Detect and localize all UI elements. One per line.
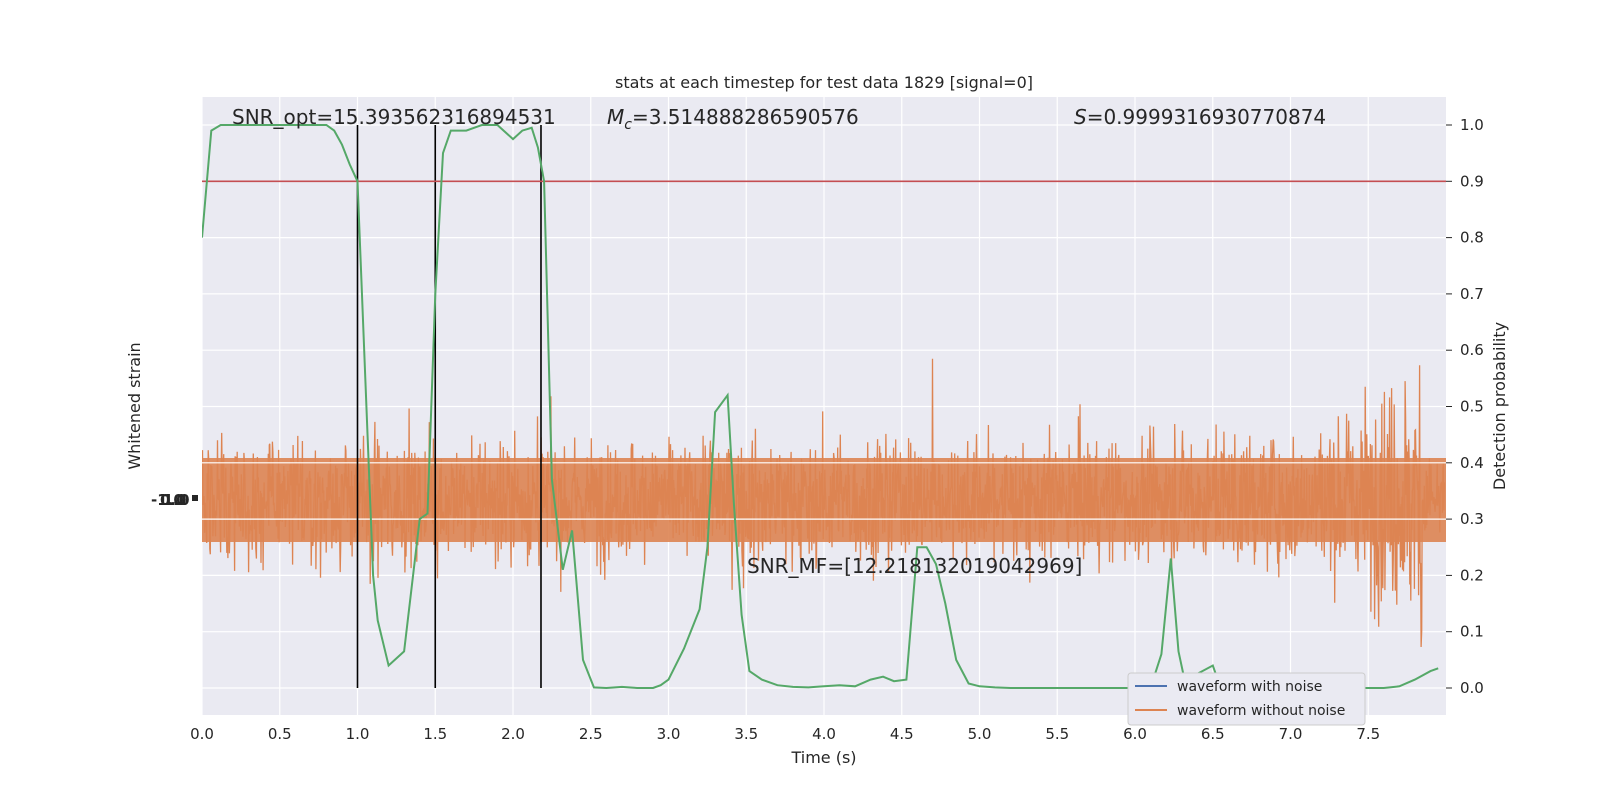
- detection-probability-path: [202, 124, 1439, 691]
- x-tick-label: 1.5: [423, 725, 447, 743]
- legend-box: [1127, 672, 1366, 726]
- x-tick-label: 7.5: [1356, 725, 1380, 743]
- left-tick-label-zero: 0.0: [160, 491, 187, 509]
- x-tick-label: 3.5: [734, 725, 758, 743]
- series-detection-probability: [202, 124, 1439, 691]
- annotation-chirp-mass: Mc=3.514888286590576: [607, 105, 859, 133]
- x-tick-label: 1.0: [346, 725, 370, 743]
- legend-label-without-noise: waveform without noise: [1177, 703, 1345, 719]
- x-tick-label: 0.0: [190, 725, 214, 743]
- x-tick-label: 7.0: [1279, 725, 1303, 743]
- chart-title: stats at each timestep for test data 182…: [615, 73, 1033, 92]
- legend: waveform with noise waveform without noi…: [1127, 672, 1366, 726]
- x-tick-label: 5.0: [968, 725, 992, 743]
- vertical-markers: [356, 125, 542, 688]
- left-tick-label-neg: -1.0: [151, 491, 184, 509]
- x-tick-label: 0.5: [268, 725, 292, 743]
- y-tick-label: 0.4: [1460, 454, 1484, 472]
- x-tick-label: 2.0: [501, 725, 525, 743]
- y-tick-label: 0.6: [1460, 341, 1484, 359]
- waveform-core: [202, 458, 1446, 542]
- y-tick-label: 0.9: [1460, 172, 1484, 190]
- right-y-tick-labels: 0.0 0.1 0.2 0.3 0.4 0.5 0.6 0.7 0.8 0.9 1.0: [1446, 116, 1484, 697]
- left-tick-label-pos: 1.0: [163, 491, 190, 509]
- y-axis-label-left: Whitened strain: [125, 342, 144, 469]
- y-tick-label: 0.3: [1460, 510, 1484, 528]
- y-tick-label: 0.0: [1460, 679, 1484, 697]
- x-tick-label: 4.5: [890, 725, 914, 743]
- x-tick-label: 4.0: [812, 725, 836, 743]
- y-tick-label: 1.0: [1460, 116, 1484, 134]
- annotation-s-value: S=0.9999316930770874: [1074, 105, 1326, 129]
- x-tick-label: 2.5: [579, 725, 603, 743]
- series-waveform-without-noise: [202, 358, 1446, 648]
- annotation-snr-opt: SNR_opt=15.393562316894531: [232, 105, 556, 129]
- y-tick-label: 0.5: [1460, 398, 1484, 416]
- y-tick-label: 0.7: [1460, 285, 1484, 303]
- y-tick-label: 0.1: [1460, 623, 1484, 641]
- x-tick-label: 5.5: [1045, 725, 1069, 743]
- left-tick-mark: [192, 495, 198, 501]
- y-tick-label: 0.8: [1460, 229, 1484, 247]
- annotation-snr-mf: SNR_MF=[12.218132019042969]: [747, 554, 1082, 578]
- x-tick-label: 6.0: [1123, 725, 1147, 743]
- x-tick-labels: 0.0 0.5 1.0 1.5 2.0 2.5 3.0 3.5 4.0 4.5 5.0 5.5 6.0 6…: [190, 725, 1380, 743]
- x-tick-label: 3.0: [657, 725, 681, 743]
- y-tick-label: 0.2: [1460, 566, 1484, 584]
- y-axis-label-right: Detection probability: [1490, 322, 1509, 490]
- x-axis-label: Time (s): [790, 748, 856, 767]
- x-tick-label: 6.5: [1201, 725, 1225, 743]
- legend-label-with-noise: waveform with noise: [1177, 679, 1322, 695]
